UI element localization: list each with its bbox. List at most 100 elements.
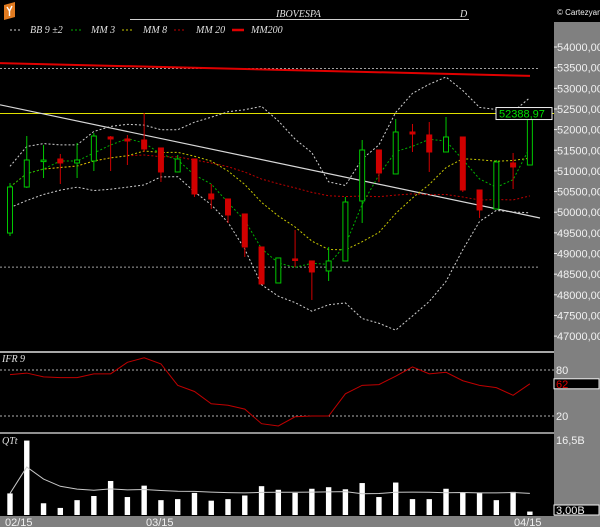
- candle-body: [325, 260, 332, 272]
- chart-period: D: [459, 9, 468, 20]
- candle-body: [459, 136, 466, 191]
- legend-label: MM 8: [142, 25, 167, 36]
- volume-bar: [258, 486, 265, 515]
- legend-label: MM200: [250, 25, 283, 36]
- candle-body: [90, 135, 97, 162]
- candle-body: [392, 131, 399, 175]
- volume-bar: [510, 491, 516, 515]
- candle-body: [191, 158, 198, 195]
- volume-bar: [325, 487, 332, 515]
- candle-body: [7, 186, 13, 234]
- candle-up: [342, 196, 349, 262]
- candle-up: [23, 136, 30, 188]
- volume-panel: [7, 440, 533, 515]
- axis-labels: 54000,00 53500,00 53000,00 52500,00 52000,00…: [5, 42, 600, 527]
- date-tick-label: 03/15: [146, 517, 174, 527]
- candle-body: [275, 257, 282, 284]
- date-tick-label: 04/15: [514, 517, 542, 527]
- volume-bar: [493, 500, 500, 515]
- candle-up: [526, 113, 533, 166]
- candle-down: [510, 152, 517, 189]
- volume-min-label: 3,00B: [556, 505, 585, 517]
- candle-body: [208, 193, 215, 200]
- trendline: [0, 104, 541, 219]
- date-tick-label: 02/15: [5, 517, 33, 527]
- candle-down: [57, 153, 64, 184]
- candle-down: [459, 136, 466, 192]
- legend-label: MM 3: [90, 25, 115, 36]
- candle-up: [40, 145, 47, 179]
- bollinger-upper-line: [9, 76, 531, 187]
- candle-down: [225, 198, 232, 223]
- price-tick-label: 48000,00: [557, 290, 600, 302]
- price-tick-label: 51000,00: [557, 166, 600, 178]
- rsi-line: [9, 357, 531, 427]
- price-tick-label: 53000,00: [557, 83, 600, 95]
- candle-down: [107, 136, 114, 171]
- candle-body: [308, 260, 315, 273]
- price-tick-label: 52500,00: [557, 104, 600, 116]
- candle-up: [392, 118, 399, 175]
- candle-up: [493, 159, 500, 210]
- candle-body: [292, 258, 299, 261]
- candle-up: [359, 140, 366, 223]
- candle-body: [157, 147, 164, 173]
- candle-up: [443, 117, 450, 153]
- volume-bar: [225, 499, 231, 515]
- date-axis[interactable]: [0, 516, 600, 527]
- candle-down: [124, 134, 131, 165]
- volume-bar: [191, 492, 198, 515]
- candle-up: [174, 154, 181, 173]
- volume-bar: [292, 492, 298, 515]
- candle-body: [107, 136, 114, 140]
- volume-bar: [275, 489, 282, 515]
- last-price-label: 52388,97: [499, 109, 545, 121]
- price-tick-label: 49000,00: [557, 249, 600, 261]
- volume-bar: [107, 480, 114, 515]
- volume-bar: [24, 440, 30, 515]
- candle-down: [409, 123, 416, 152]
- volume-bar: [158, 500, 164, 515]
- candle-down: [208, 183, 215, 209]
- volume-bar: [124, 497, 131, 515]
- volume-max-label: 16,5B: [556, 435, 585, 447]
- candle-body: [141, 139, 148, 150]
- candle-body: [241, 213, 248, 248]
- candle-down: [141, 112, 148, 152]
- volume-bar: [342, 489, 349, 515]
- candle-down: [426, 122, 433, 172]
- rsi-last-box: [553, 378, 600, 390]
- volume-bar: [74, 500, 80, 515]
- candle-body: [443, 136, 450, 153]
- candle-body: [510, 162, 517, 168]
- candle-body: [225, 198, 232, 216]
- legend-label: MM 20: [195, 25, 225, 36]
- volume-bar: [208, 500, 214, 515]
- candle-down: [258, 246, 265, 285]
- bollinger-lower-line: [9, 176, 530, 331]
- volume-label: QTt: [2, 436, 18, 447]
- candle-body: [23, 159, 30, 188]
- volume-bar: [175, 499, 181, 515]
- volume-min-box: [553, 504, 600, 516]
- volume-bar: [91, 496, 97, 515]
- candle-body: [258, 246, 265, 285]
- price-tick-label: 54000,00: [557, 42, 600, 54]
- volume-bar: [242, 495, 248, 515]
- price-panel: [0, 62, 554, 331]
- legend: BB 9 ±2 MM 3 MM 8 MM 20 MM200: [10, 25, 283, 36]
- candle-body: [526, 113, 533, 166]
- price-axis[interactable]: [554, 22, 600, 516]
- last-price-box: [495, 107, 553, 121]
- candle-body: [359, 149, 366, 202]
- price-tick-label: 53500,00: [557, 63, 600, 75]
- candle-down: [308, 260, 315, 300]
- candle-body: [174, 158, 181, 173]
- candle-up: [74, 142, 81, 179]
- volume-bar: [359, 483, 365, 515]
- volume-bar: [309, 488, 315, 515]
- cartezyan-logo-icon: [4, 2, 15, 20]
- candle-up: [275, 257, 282, 284]
- candle-body: [493, 161, 500, 210]
